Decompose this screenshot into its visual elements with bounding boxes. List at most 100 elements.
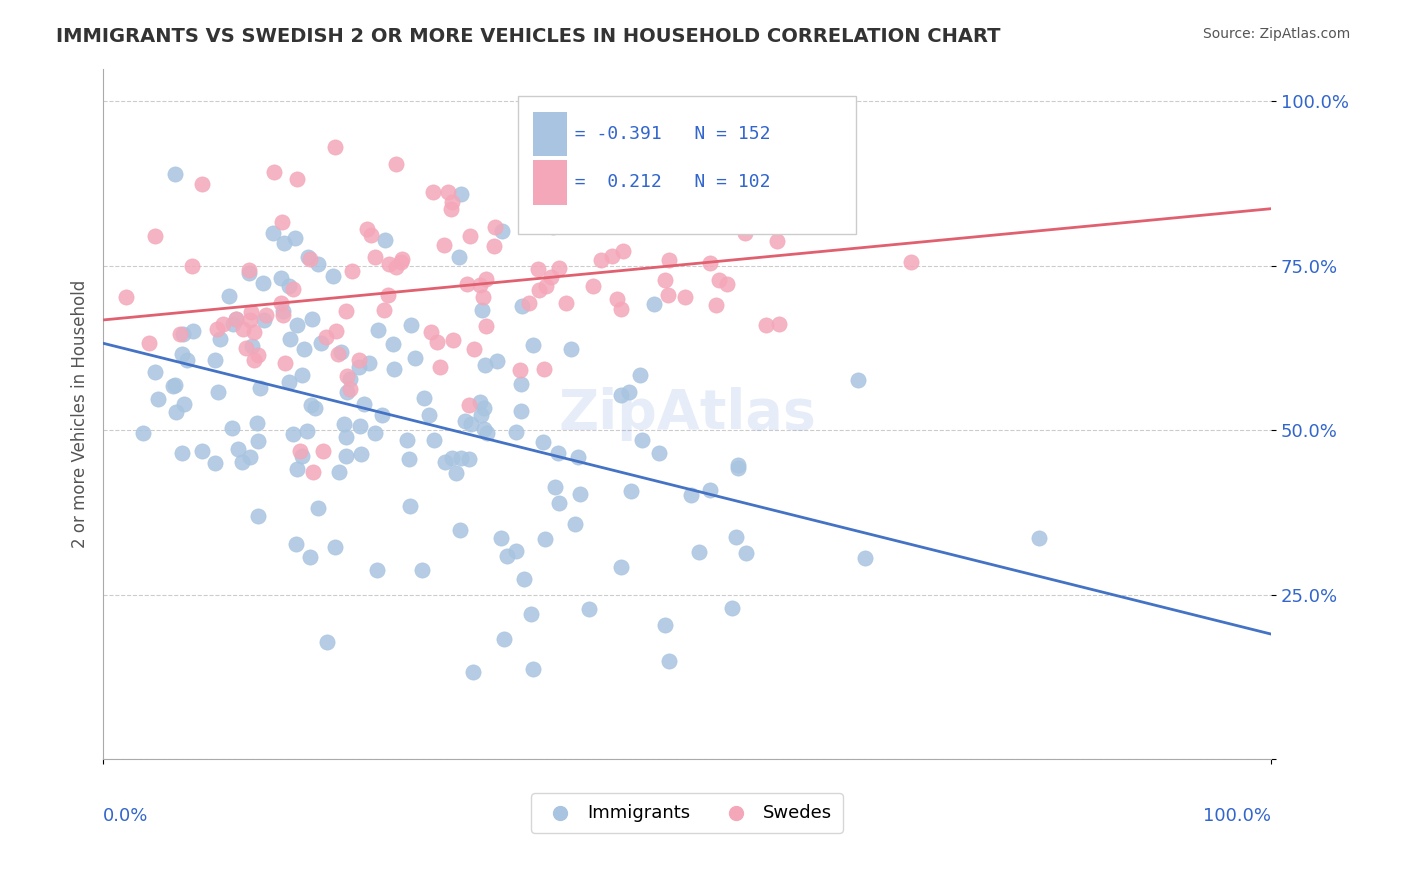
Point (389, 255, 412, 269)
Point (270, 270, 292, 285)
Point (228, 442, 250, 456)
Point (578, 602, 600, 616)
Point (263, 165, 285, 179)
Point (278, 333, 301, 347)
Point (246, 416, 269, 430)
Point (589, 252, 612, 267)
Point (204, 353, 226, 368)
Point (470, 408, 492, 422)
Point (373, 302, 395, 317)
Point (543, 220, 565, 235)
Point (231, 455, 253, 469)
Point (356, 221, 378, 235)
Point (724, 530, 747, 544)
FancyBboxPatch shape (533, 161, 567, 204)
Point (373, 233, 395, 247)
Text: IMMIGRANTS VS SWEDISH 2 OR MORE VEHICLES IN HOUSEHOLD CORRELATION CHART: IMMIGRANTS VS SWEDISH 2 OR MORE VEHICLES… (56, 27, 1001, 45)
Point (679, 488, 702, 502)
Point (335, 450, 357, 464)
Point (505, 543, 527, 558)
Point (399, 318, 422, 333)
Point (609, 190, 631, 204)
Point (315, 329, 337, 343)
Point (340, 264, 363, 278)
Point (304, 401, 326, 415)
Point (766, 234, 789, 248)
Point (610, 387, 633, 401)
Point (143, 365, 166, 379)
Point (564, 517, 586, 532)
Point (474, 422, 496, 436)
Point (544, 480, 567, 494)
Point (291, 450, 314, 464)
Point (475, 272, 498, 286)
Point (284, 231, 307, 245)
Point (734, 547, 756, 561)
Point (145, 228, 167, 243)
Point (238, 263, 260, 277)
Point (221, 420, 243, 434)
Point (335, 429, 357, 443)
Point (335, 303, 357, 318)
Point (422, 186, 444, 200)
Point (617, 384, 640, 399)
Point (567, 450, 589, 464)
Point (252, 277, 274, 291)
Point (285, 172, 308, 186)
Point (527, 283, 550, 297)
Point (463, 342, 485, 356)
Point (371, 408, 394, 422)
Point (367, 323, 389, 337)
Point (271, 214, 294, 228)
Point (450, 451, 472, 466)
Point (433, 237, 456, 252)
Text: 0.0%: 0.0% (103, 807, 149, 825)
Point (699, 483, 721, 497)
Point (411, 563, 433, 577)
Point (450, 187, 472, 202)
Point (218, 289, 240, 303)
Point (291, 368, 314, 382)
Point (433, 455, 456, 469)
Point (339, 372, 361, 386)
Point (366, 563, 388, 577)
Point (581, 278, 603, 293)
Point (734, 226, 756, 240)
Point (273, 235, 295, 250)
Point (491, 224, 513, 238)
Point (522, 338, 544, 352)
Point (271, 308, 294, 322)
Point (191, 443, 214, 458)
Point (382, 362, 405, 376)
Point (170, 446, 193, 460)
Point (606, 292, 628, 306)
Point (555, 296, 578, 310)
FancyBboxPatch shape (517, 96, 856, 235)
Point (349, 418, 371, 433)
Point (307, 257, 329, 271)
Point (536, 279, 558, 293)
Point (295, 424, 318, 438)
Point (426, 334, 449, 349)
Point (322, 269, 344, 284)
Point (146, 392, 169, 406)
Point (262, 227, 284, 241)
Point (277, 279, 299, 293)
Point (472, 291, 495, 305)
Point (311, 444, 333, 458)
Point (328, 347, 350, 361)
Point (846, 373, 869, 387)
Point (423, 434, 446, 448)
Point (429, 359, 451, 374)
Point (631, 433, 654, 447)
Point (602, 249, 624, 263)
Point (658, 252, 681, 267)
Point (285, 461, 308, 475)
FancyBboxPatch shape (533, 112, 567, 156)
Point (165, 377, 187, 392)
Point (688, 545, 710, 559)
Point (496, 549, 519, 563)
Point (1028, 531, 1050, 545)
Point (610, 302, 633, 317)
Point (704, 298, 727, 312)
